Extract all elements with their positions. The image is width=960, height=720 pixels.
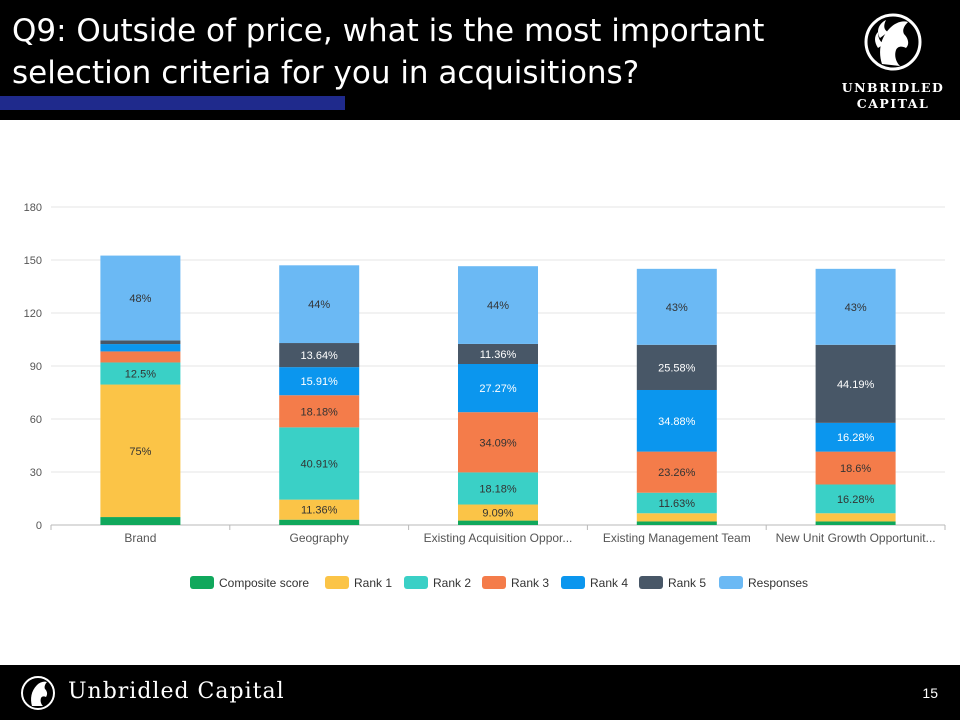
legend-label: Rank 2 (433, 576, 471, 590)
data-label: 44% (308, 299, 330, 311)
bar-segment (100, 362, 181, 385)
data-label: 40.91% (301, 458, 339, 470)
bar-segment (636, 513, 717, 522)
bar-segment (458, 343, 538, 365)
bar-segment (815, 268, 896, 345)
bar-segment (815, 484, 896, 514)
bar-segment (279, 427, 360, 500)
y-tick-label: 120 (24, 308, 42, 320)
bar-segment (100, 255, 181, 341)
legend-label: Rank 3 (511, 576, 549, 590)
data-label: 43% (666, 302, 688, 314)
slide-title: Q9: Outside of price, what is the most i… (12, 13, 765, 91)
bar-segment (100, 344, 181, 352)
y-tick-label: 180 (24, 202, 42, 214)
bar-segment (815, 451, 896, 485)
legend-swatch (719, 576, 743, 589)
bar-segment (815, 521, 896, 525)
bar-segment (815, 422, 896, 452)
y-tick-label: 90 (30, 361, 42, 373)
bar-segment (279, 499, 360, 520)
bar-segment (100, 340, 181, 345)
stacked-bar-chart: 0 30 60 90 120 150 180 75% 12.5% 48% Brand 11.36% 40… (24, 202, 946, 590)
horse-head-icon (21, 676, 55, 710)
x-tick-label: Geography (290, 531, 349, 545)
slide-footer: Unbridled Capital 15 (0, 665, 960, 720)
legend-label: Responses (748, 576, 808, 590)
bar-segment (636, 492, 717, 514)
bar-segment (100, 384, 181, 518)
legend-label: Rank 1 (354, 576, 392, 590)
bar-segment (458, 504, 538, 521)
data-label: 11.36% (301, 505, 338, 517)
data-label: 18.6% (840, 463, 871, 475)
data-label: 44% (487, 300, 509, 312)
data-label: 16.28% (837, 494, 875, 506)
x-tick-label: New Unit Growth Opportunit... (776, 531, 936, 545)
data-label: 18.18% (301, 406, 339, 418)
data-label: 34.09% (479, 437, 517, 449)
bar-segment (279, 519, 360, 525)
bar-segment (279, 265, 360, 344)
data-label: 12.5% (125, 369, 156, 381)
bar-segment (458, 364, 538, 413)
slide-header: Q9: Outside of price, what is the most i… (0, 0, 960, 120)
logo-text-line1: UNBRIDLED (841, 80, 945, 95)
bar-segment (458, 472, 538, 505)
data-label: 23.26% (658, 467, 696, 479)
bar-segment (636, 521, 717, 525)
y-tick-label: 150 (24, 255, 42, 267)
bar-segment (458, 266, 538, 344)
bar-segment (636, 389, 717, 452)
legend-swatch (190, 576, 214, 589)
page-number: 15 (922, 685, 938, 701)
bar-segment (100, 351, 181, 363)
footer-brand-name: Unbridled Capital (68, 679, 285, 704)
title-accent-bar (0, 96, 345, 110)
bar-segment (279, 395, 360, 428)
data-label: 27.27% (479, 383, 517, 395)
data-label: 15.91% (301, 376, 339, 388)
legend-label: Rank 5 (668, 576, 706, 590)
data-label: 34.88% (658, 416, 696, 428)
data-label: 13.64% (301, 350, 339, 362)
legend-swatch (325, 576, 349, 589)
bar-segment (279, 343, 360, 368)
legend-swatch (482, 576, 506, 589)
data-label: 25.58% (658, 362, 696, 374)
x-tick-label: Brand (124, 531, 156, 545)
horse-head-icon (864, 13, 922, 71)
bar-segment (815, 513, 896, 522)
bar-segment (815, 344, 896, 423)
y-tick-label: 0 (36, 520, 42, 532)
data-label: 11.63% (659, 498, 696, 510)
legend-swatch (639, 576, 663, 589)
bar-segment (636, 344, 717, 390)
bar-segment (279, 367, 360, 396)
data-label: 75% (129, 446, 151, 458)
logo-text-line2: CAPITAL (856, 96, 930, 111)
bar-segment (636, 451, 717, 493)
brand-logo: UNBRIDLED CAPITAL (838, 8, 948, 112)
data-label: 48% (129, 293, 151, 305)
x-tick-label: Existing Acquisition Oppor... (424, 531, 573, 545)
bar-segment (458, 412, 538, 473)
y-tick-label: 60 (30, 414, 42, 426)
data-label: 44.19% (837, 379, 875, 391)
data-label: 43% (845, 302, 867, 314)
x-tick-label: Existing Management Team (603, 531, 751, 545)
y-tick-label: 30 (30, 467, 42, 479)
bar-segment (636, 268, 717, 345)
legend-label: Rank 4 (590, 576, 628, 590)
legend-swatch (561, 576, 585, 589)
legend-label: Composite score (219, 576, 309, 590)
data-label: 16.28% (837, 432, 875, 444)
data-label: 11.36% (480, 349, 517, 361)
bar-segment (458, 520, 538, 525)
legend-swatch (404, 576, 428, 589)
bar-segment (100, 517, 181, 525)
data-label: 9.09% (482, 508, 513, 520)
data-label: 18.18% (479, 483, 517, 495)
